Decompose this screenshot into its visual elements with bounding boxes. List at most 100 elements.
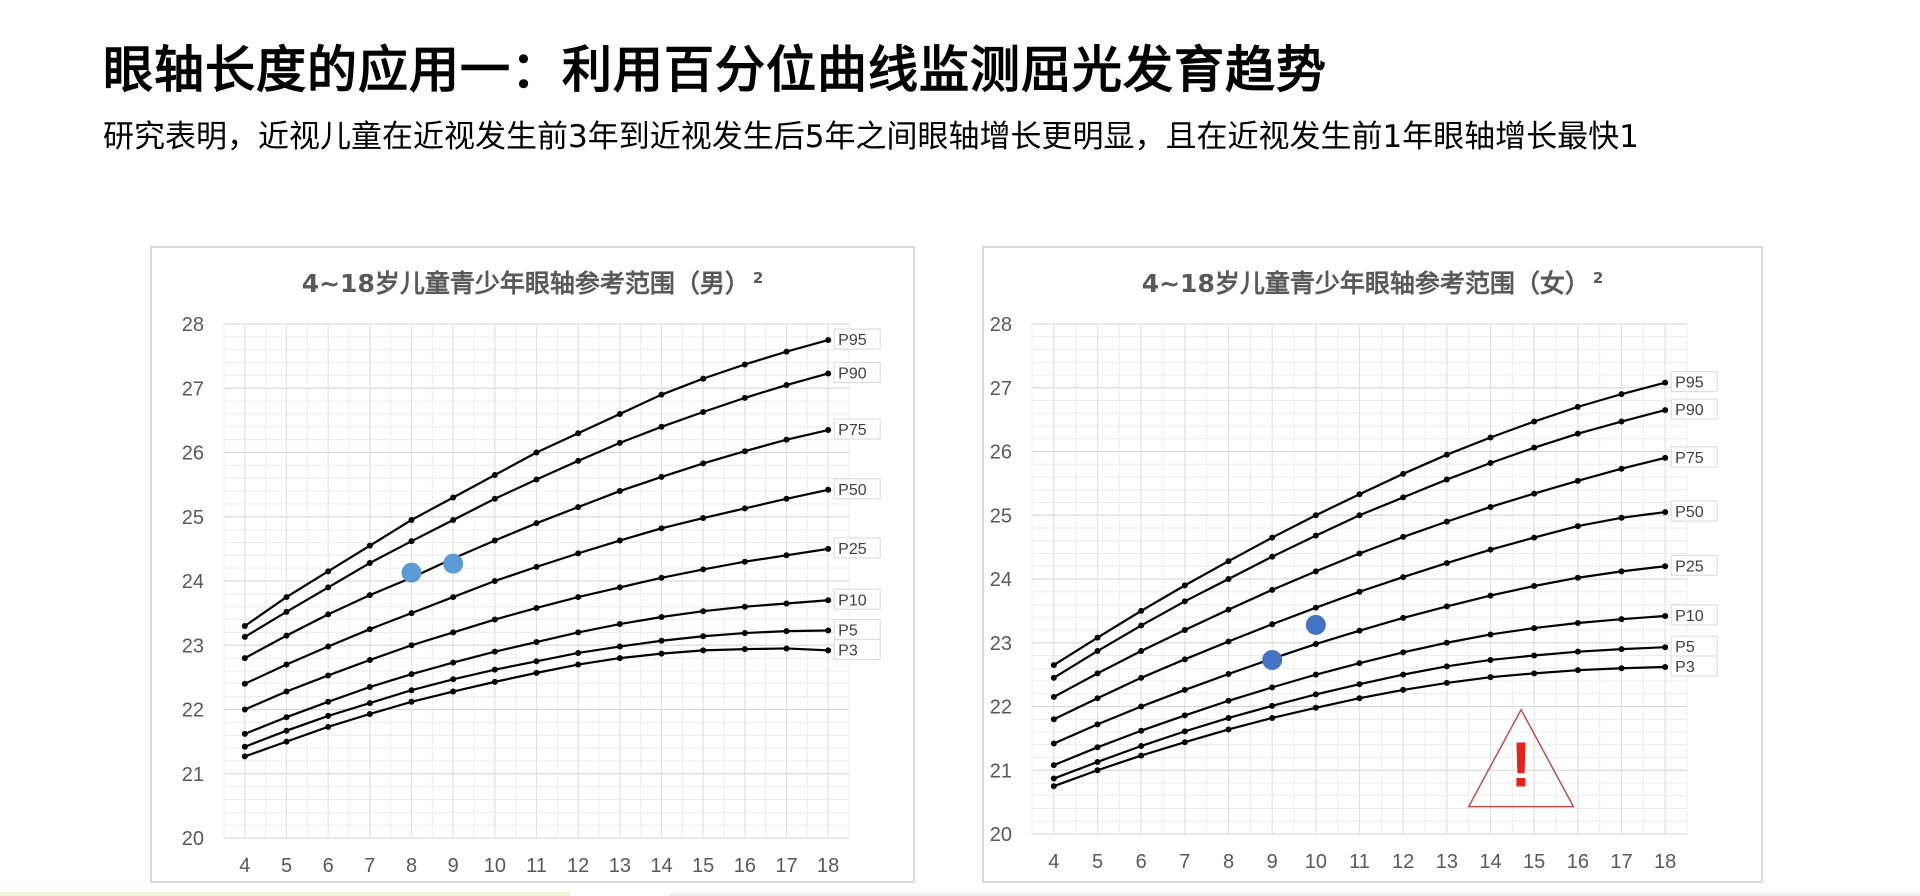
- data-point: [1662, 454, 1669, 461]
- data-point: [241, 753, 248, 760]
- data-point: [1181, 739, 1188, 746]
- data-point: [1225, 606, 1232, 613]
- data-point: [1662, 644, 1669, 651]
- x-tick-label: 7: [364, 855, 375, 877]
- data-point: [1618, 646, 1625, 653]
- x-tick-label: 4: [1048, 851, 1059, 873]
- series-label: P95: [838, 332, 867, 349]
- x-tick-label: 16: [1567, 851, 1589, 873]
- chart-title-female: 4~18岁儿童青少年眼轴参考范围（女） 2: [984, 264, 1761, 300]
- data-point: [1225, 576, 1232, 582]
- data-point: [1662, 509, 1669, 516]
- data-point: [1443, 451, 1450, 458]
- data-point: [1181, 627, 1188, 633]
- data-point: [1225, 697, 1232, 704]
- data-point: [325, 568, 332, 575]
- data-point: [1574, 619, 1581, 626]
- data-point: [1487, 674, 1494, 681]
- data-point: [241, 706, 248, 713]
- data-point: [241, 730, 248, 737]
- data-point: [1443, 560, 1450, 567]
- series-label-box: [1670, 604, 1718, 626]
- x-tick-label: 11: [526, 855, 547, 877]
- data-point: [1312, 704, 1319, 711]
- data-point: [1356, 627, 1363, 634]
- data-point: [783, 628, 790, 635]
- data-point: [1050, 775, 1057, 782]
- series-label-box: [1670, 371, 1718, 393]
- series-label-box: [833, 478, 881, 500]
- data-point: [533, 658, 540, 665]
- data-point: [241, 622, 248, 629]
- data-point: [616, 439, 623, 446]
- series-p5: P5: [1050, 635, 1718, 782]
- data-point: [1443, 603, 1450, 610]
- series-p10: P10: [1050, 604, 1718, 769]
- data-point: [1312, 671, 1319, 678]
- data-point: [575, 594, 582, 601]
- data-point: [616, 410, 623, 417]
- data-point: [1050, 674, 1057, 681]
- data-point: [325, 723, 332, 730]
- y-tick-label: 28: [990, 314, 1012, 336]
- footer-strip: [0, 892, 570, 896]
- chart-panel-female: 4~18岁儿童青少年眼轴参考范围（女） 2 20 21 22 23 24 25 26 27 28 4…: [982, 246, 1763, 883]
- data-point: [366, 710, 373, 717]
- data-point: [491, 537, 498, 544]
- data-point: [1269, 702, 1276, 709]
- series-label: P50: [838, 482, 867, 499]
- data-point: [366, 560, 373, 567]
- data-point: [1574, 667, 1581, 674]
- series-label: P5: [838, 622, 858, 639]
- y-tick-label: 24: [182, 571, 204, 593]
- data-point: [1225, 714, 1232, 721]
- data-point: [366, 657, 373, 664]
- chart-female-svg: 20 21 22 23 24 25 26 27 28 4 5 6 7 8 9 10 11 12 13 14 15 16 17…: [990, 314, 1718, 873]
- data-point: [616, 621, 623, 628]
- data-point: [1487, 546, 1494, 553]
- data-point: [1312, 512, 1319, 519]
- data-point: [1574, 403, 1581, 410]
- data-point: [1138, 674, 1145, 681]
- data-point: [408, 687, 415, 694]
- data-point: [1312, 532, 1319, 539]
- highlight-marker: [1262, 649, 1283, 670]
- warning-triangle: [1467, 708, 1575, 808]
- data-point: [825, 545, 832, 552]
- data-point: [1662, 379, 1669, 386]
- series-p75: P75: [1050, 446, 1718, 700]
- data-point: [1050, 783, 1057, 790]
- y-tick-label: 21: [990, 760, 1012, 782]
- data-point: [1138, 607, 1145, 614]
- y-tick-label: 26: [990, 442, 1012, 464]
- data-point: [1618, 665, 1625, 672]
- data-point: [366, 592, 373, 599]
- data-point: [783, 645, 790, 652]
- series-p50: P50: [241, 478, 881, 687]
- series-label-box: [1670, 446, 1718, 468]
- data-point: [1618, 568, 1625, 575]
- data-point: [283, 714, 290, 721]
- data-point: [575, 430, 582, 437]
- data-point: [825, 337, 832, 344]
- data-point: [1312, 641, 1319, 648]
- series-label: P90: [838, 365, 867, 382]
- data-point: [1487, 434, 1494, 441]
- data-point: [1662, 407, 1669, 414]
- x-tick-label: 11: [1349, 851, 1370, 873]
- data-point: [1094, 634, 1101, 641]
- x-tick-label: 17: [775, 855, 797, 877]
- series-label: P3: [1675, 659, 1695, 676]
- data-point: [1574, 648, 1581, 655]
- x-tick-label: 8: [1223, 851, 1234, 873]
- data-point: [1138, 752, 1145, 759]
- data-point: [283, 738, 290, 745]
- x-tick-label: 4: [239, 855, 250, 877]
- y-tick-label: 22: [182, 700, 204, 722]
- data-point: [1050, 740, 1057, 747]
- page-subtitle: 研究表明，近视儿童在近视发生前3年到近视发生后5年之间眼轴增长更明显，且在近视发…: [103, 119, 1639, 155]
- data-point: [658, 473, 665, 480]
- data-point: [1618, 465, 1625, 472]
- series-p90: P90: [1050, 398, 1718, 681]
- data-point: [241, 743, 248, 750]
